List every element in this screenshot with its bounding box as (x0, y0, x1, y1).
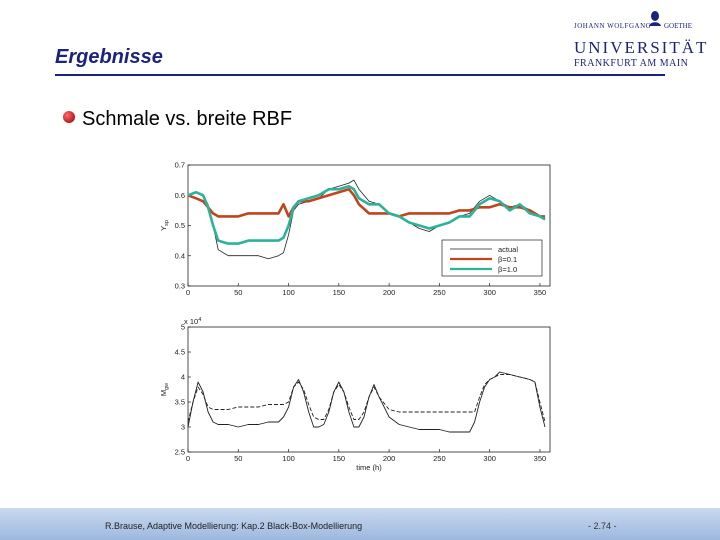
x-tick-label: 100 (282, 288, 295, 297)
footer-text: R.Brause, Adaptive Modellierung: Kap.2 B… (105, 521, 363, 531)
logo-top-right: GOETHE (664, 22, 692, 30)
y-axis-label: Ysp (159, 220, 170, 231)
x-tick-label: 150 (333, 454, 346, 463)
series-line-0 (187, 179, 546, 260)
x-tick-label: 300 (483, 454, 496, 463)
x-tick-label: 350 (534, 288, 547, 297)
y-tick-label: 4.5 (175, 348, 185, 357)
y-tick-label: 0.3 (175, 282, 185, 291)
footer-bar: R.Brause, Adaptive Modellierung: Kap.2 B… (0, 508, 720, 540)
logo-main: UNIVERSITÄT (574, 38, 709, 57)
x-tick-label: 100 (282, 454, 295, 463)
bullet-text: Schmale vs. breite RBF (82, 108, 293, 130)
chart-bottom: 0 50 100 150 200 250 300 350 2.5 3 3.5 4 4.5 5 Mgw time… (159, 317, 551, 472)
y-axis-label: Mgw (159, 383, 170, 396)
x-tick-label: 150 (333, 288, 346, 297)
x-tick-label: 0 (186, 288, 190, 297)
y-tick-label: 0.4 (175, 251, 185, 260)
page-title: Ergebnisse (55, 46, 163, 68)
x-tick-label: 200 (383, 288, 396, 297)
legend-label-1: β=0.1 (498, 255, 517, 264)
charts-figure: 0 50 100 150 200 250 300 3500.30.40.50.60.7Yspa… (140, 155, 560, 475)
x-tick-label: 300 (483, 288, 496, 297)
goethe-portrait-icon (649, 11, 661, 26)
y-tick-label: 2.5 (175, 448, 185, 457)
page-number: - 2.74 - (588, 521, 617, 531)
logo-sub: FRANKFURT AM MAIN (574, 58, 689, 69)
title-rule (55, 74, 665, 76)
x-tick-label: 200 (383, 454, 396, 463)
y-tick-label: 4 (181, 373, 185, 382)
x-tick-label: 0 (186, 454, 190, 463)
legend-label-2: β=1.0 (498, 265, 517, 274)
x-tick-label: 250 (433, 288, 446, 297)
series-line-0 (187, 371, 546, 433)
series-line-1 (187, 187, 545, 218)
y-tick-label: 0.5 (175, 221, 185, 230)
exponent-label: x 104 (184, 317, 201, 326)
exponent-power: 4 (198, 317, 201, 323)
chart-top: 0 50 100 150 200 250 300 350 0.3 0.4 0.5 0.6 0.7 Ysp a… (159, 161, 551, 297)
y-tick-label: 3.5 (175, 398, 185, 407)
series-line-2 (187, 184, 546, 245)
x-tick-label: 350 (534, 454, 547, 463)
series-line-1 (187, 374, 546, 423)
logo-top-left: JOHANN WOLFGANG (574, 22, 652, 30)
x-tick-label: 50 (234, 288, 242, 297)
y-tick-label: 3 (181, 423, 185, 432)
y-tick-label: 0.7 (175, 161, 185, 170)
x-tick-label: 50 (234, 454, 242, 463)
bullet-icon (63, 111, 75, 123)
y-tick-label: 0.6 (175, 191, 185, 200)
x-axis-label: time (h) (356, 463, 382, 472)
legend-label-0: actual (498, 245, 518, 254)
plot-frame (187, 326, 551, 453)
y-axis-label-sub: sp (164, 220, 170, 226)
x-tick-label: 250 (433, 454, 446, 463)
y-axis-label-sub: gw (164, 383, 170, 390)
university-logo: JOHANN WOLFGANG GOETHE UNIVERSITÄT FRANK… (566, 8, 706, 72)
y-tick-label: 5 (181, 323, 185, 332)
